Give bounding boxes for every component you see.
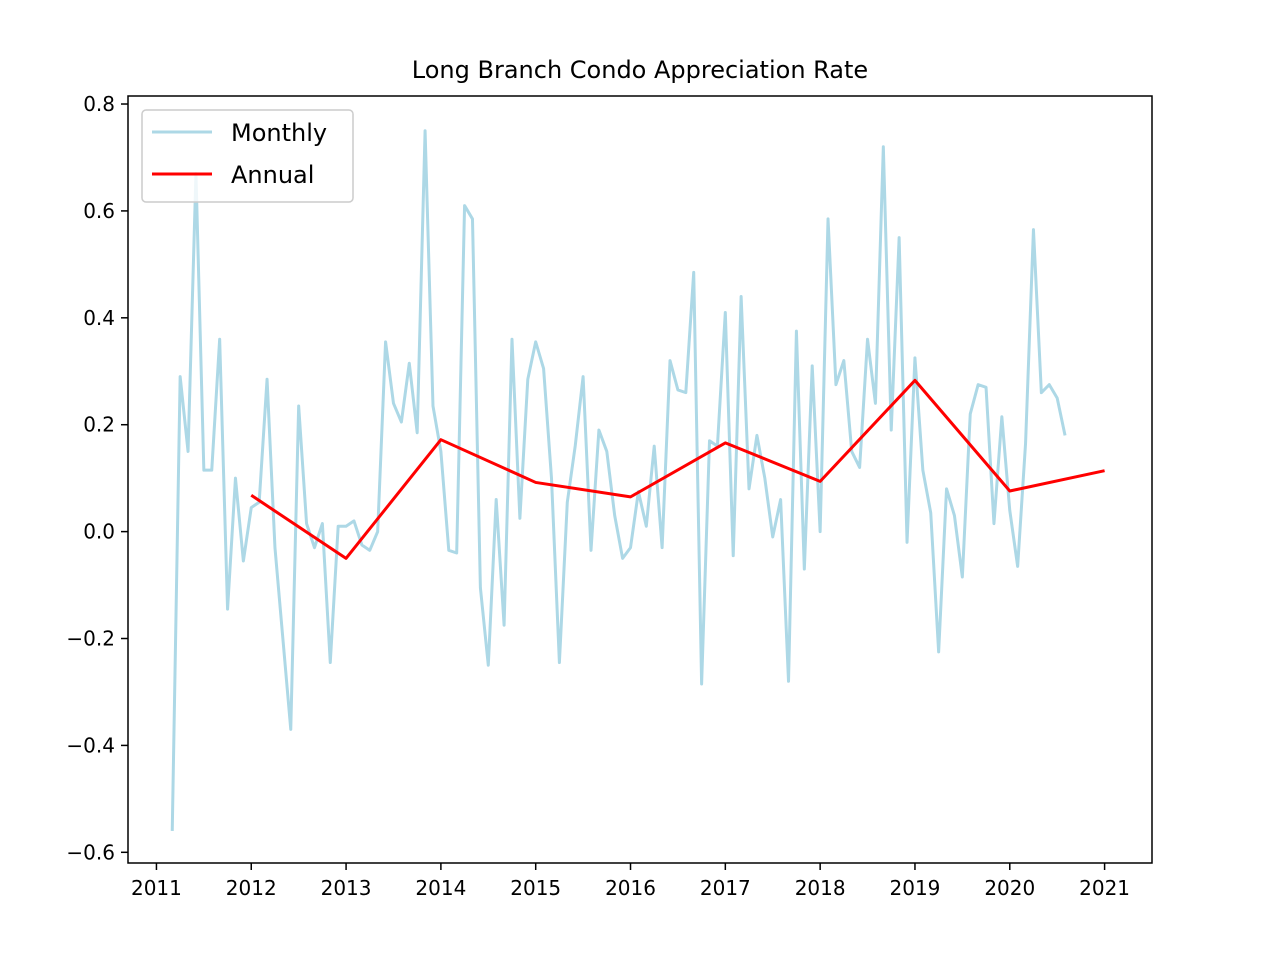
legend-label-annual: Annual bbox=[231, 161, 314, 189]
plot-frame bbox=[127, 95, 1153, 864]
legend: Monthly Annual bbox=[141, 109, 354, 203]
y-tick-label-5: 0.4 bbox=[83, 306, 115, 330]
x-tick-label-2016: 2016 bbox=[605, 876, 656, 900]
x-tick-label-2013: 2013 bbox=[321, 876, 372, 900]
y-tick-label-6: 0.6 bbox=[83, 199, 115, 223]
legend-label-monthly: Monthly bbox=[231, 119, 327, 147]
y-tick-label-7: 0.8 bbox=[83, 92, 115, 116]
x-tick-label-2020: 2020 bbox=[984, 876, 1035, 900]
x-tick-label-2015: 2015 bbox=[510, 876, 561, 900]
y-tick-label-4: 0.2 bbox=[83, 413, 115, 437]
x-axis: 2011 2012 2013 2014 2015 2016 2017 2018 2019 2020… bbox=[131, 863, 1130, 900]
x-tick-label-2012: 2012 bbox=[226, 876, 277, 900]
series-line-monthly bbox=[170, 129, 1067, 831]
y-tick-label-3: 0.0 bbox=[83, 520, 115, 544]
series-layer bbox=[170, 129, 1105, 831]
x-tick-label-2021: 2021 bbox=[1079, 876, 1130, 900]
y-tick-label-0: −0.6 bbox=[66, 840, 115, 864]
x-tick-label-2018: 2018 bbox=[795, 876, 846, 900]
chart-title: Long Branch Condo Appreciation Rate bbox=[412, 56, 868, 84]
y-tick-label-2: −0.2 bbox=[66, 627, 115, 651]
y-axis: −0.6 −0.4 −0.2 0.0 0.2 0.4 0.6 0.8 bbox=[66, 92, 128, 864]
series-line-annual bbox=[250, 378, 1105, 560]
x-tick-label-2017: 2017 bbox=[700, 876, 751, 900]
x-tick-label-2019: 2019 bbox=[890, 876, 941, 900]
x-tick-label-2011: 2011 bbox=[131, 876, 182, 900]
y-tick-label-1: −0.4 bbox=[66, 733, 115, 757]
x-tick-label-2014: 2014 bbox=[415, 876, 466, 900]
